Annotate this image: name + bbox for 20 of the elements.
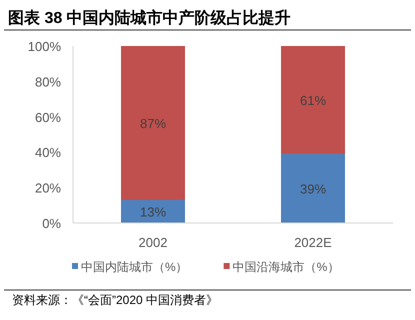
bar	[281, 46, 345, 154]
y-tick-label: 20%	[34, 180, 62, 196]
x-tick-label: 2022E	[294, 235, 332, 250]
y-tick-label: 80%	[34, 74, 62, 90]
text: 资料来源：《“会面”2020 中国消费者》	[12, 293, 218, 307]
y-tick-label: 0%	[42, 216, 62, 231]
bar	[121, 200, 185, 223]
bar	[121, 46, 185, 200]
legend-label: 中国内陆城市（%）	[81, 260, 188, 274]
y-tick-label: 40%	[34, 145, 62, 160]
data-label: 39%	[300, 181, 326, 196]
data-label: 13%	[140, 204, 166, 220]
chart-title: 图表 38 中国内陆城市中产阶级占比提升	[8, 9, 291, 27]
data-label: 87%	[140, 116, 166, 131]
bar	[281, 154, 345, 223]
y-tick-label: 60%	[34, 110, 62, 125]
y-tick-label: 100%	[28, 39, 62, 54]
x-tick-label: 2002	[138, 235, 168, 250]
legend-label: 中国沿海城市（%）	[232, 260, 340, 274]
data-label: 61%	[300, 92, 326, 108]
